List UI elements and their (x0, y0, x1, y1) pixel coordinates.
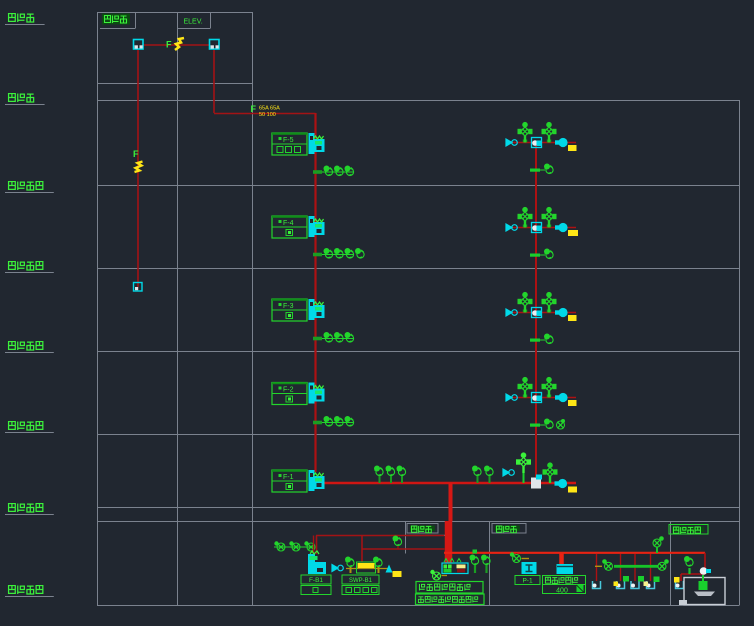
svg-text:F-5: F-5 (283, 137, 294, 144)
svg-text:F: F (251, 104, 257, 114)
svg-text:F-2: F-2 (283, 387, 294, 394)
svg-text:ELEV.: ELEV. (184, 19, 203, 26)
svg-text:F: F (166, 40, 172, 50)
svg-text:65A 65A: 65A 65A (259, 106, 280, 112)
svg-text:400: 400 (556, 588, 568, 595)
svg-text:50 100: 50 100 (259, 112, 276, 118)
svg-text:SWP-B1: SWP-B1 (349, 578, 373, 584)
svg-text:F-B1: F-B1 (309, 577, 323, 584)
svg-text:F-4: F-4 (283, 220, 294, 227)
svg-text:P-1: P-1 (522, 578, 533, 585)
svg-text:F-1: F-1 (283, 474, 294, 481)
svg-text:F: F (133, 149, 139, 159)
svg-text:F-3: F-3 (283, 303, 294, 310)
